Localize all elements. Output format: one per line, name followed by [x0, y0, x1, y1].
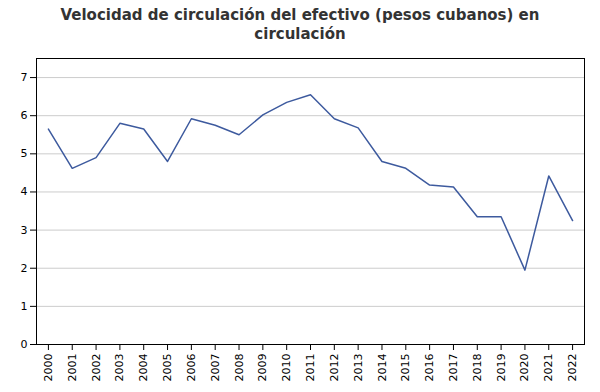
html-text:Velocidad de circulación del e: Velocidad de circulación del efectivo (p… [60, 6, 540, 43]
svg-text:2020: 2020 [518, 353, 531, 381]
svg-text:5: 5 [21, 147, 28, 160]
svg-text:2008: 2008 [233, 353, 246, 381]
svg-text:2: 2 [21, 261, 28, 274]
svg-text:2016: 2016 [423, 353, 436, 381]
svg-text:7: 7 [21, 71, 28, 84]
svg-text:2004: 2004 [137, 353, 150, 381]
svg-text:2010: 2010 [280, 353, 293, 381]
svg-text:2021: 2021 [542, 353, 555, 381]
svg-text:1: 1 [21, 299, 28, 312]
svg-text:2018: 2018 [471, 353, 484, 381]
svg-text:2001: 2001 [66, 353, 79, 381]
svg-text:3: 3 [21, 223, 28, 236]
svg-text:4: 4 [21, 185, 28, 198]
svg-text:6: 6 [21, 109, 28, 122]
svg-text:2006: 2006 [185, 353, 198, 381]
svg-text:2013: 2013 [352, 353, 365, 381]
svg-text:2005: 2005 [161, 353, 174, 381]
svg-text:2022: 2022 [566, 353, 579, 381]
svg-text:2007: 2007 [209, 353, 222, 381]
svg-text:2000: 2000 [42, 353, 55, 381]
svg-text:2019: 2019 [495, 353, 508, 381]
svg-text:0: 0 [21, 338, 28, 351]
svg-text:2015: 2015 [399, 353, 412, 381]
svg-text:2014: 2014 [375, 353, 388, 381]
svg-text:2003: 2003 [113, 353, 126, 381]
svg-text:2017: 2017 [447, 353, 460, 381]
svg-text:2002: 2002 [90, 353, 103, 381]
svg-text:2009: 2009 [256, 353, 269, 381]
svg-text:2012: 2012 [328, 353, 341, 381]
svg-text:2011: 2011 [304, 353, 317, 381]
